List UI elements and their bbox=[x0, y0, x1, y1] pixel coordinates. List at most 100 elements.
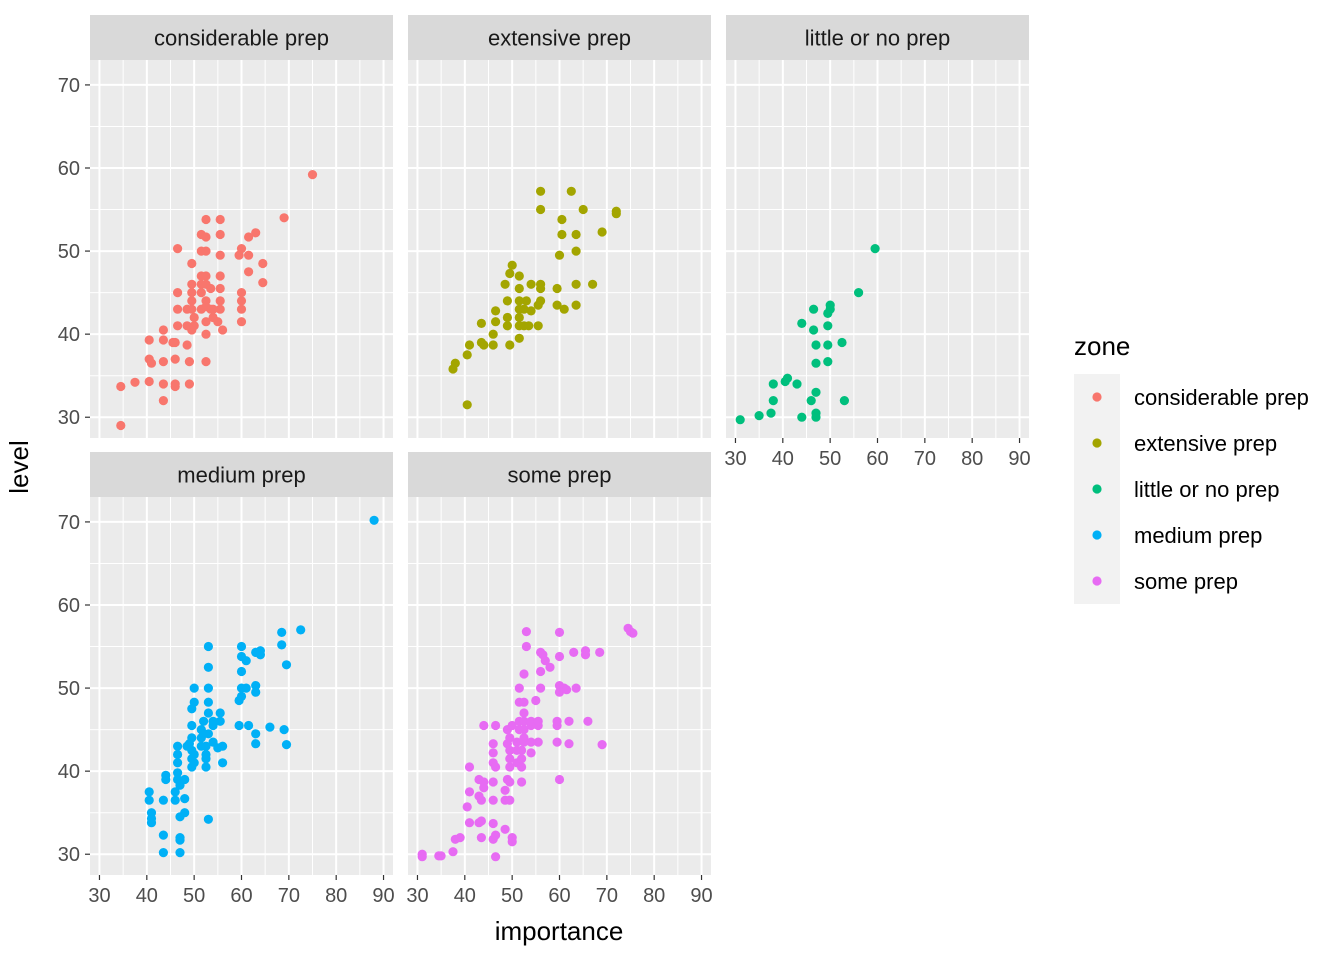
y-axis-title: level bbox=[4, 440, 34, 493]
y-tick-label: 30 bbox=[58, 844, 80, 866]
data-point bbox=[491, 317, 501, 327]
legend-title: zone bbox=[1074, 331, 1130, 361]
data-point bbox=[526, 306, 536, 316]
data-point bbox=[502, 296, 512, 306]
x-tick-label: 40 bbox=[454, 885, 476, 907]
data-point bbox=[189, 312, 199, 323]
data-point bbox=[277, 640, 287, 650]
data-point bbox=[536, 186, 546, 196]
data-point bbox=[116, 381, 126, 392]
data-point bbox=[236, 641, 247, 652]
data-point bbox=[571, 300, 581, 310]
data-point bbox=[158, 396, 168, 406]
data-point bbox=[479, 340, 489, 350]
data-point bbox=[251, 687, 261, 697]
data-point bbox=[203, 662, 213, 672]
data-point bbox=[241, 683, 251, 693]
data-point bbox=[201, 741, 211, 751]
data-point bbox=[571, 279, 581, 289]
data-point bbox=[201, 329, 211, 339]
data-point bbox=[564, 739, 574, 749]
x-axis-title: importance bbox=[495, 916, 624, 946]
legend: zone considerable prep extensive prep litt… bbox=[1074, 331, 1309, 604]
data-point bbox=[491, 720, 501, 731]
data-point bbox=[144, 335, 154, 345]
data-point bbox=[500, 824, 510, 834]
data-point bbox=[173, 749, 183, 760]
data-point bbox=[208, 304, 218, 314]
y-tick-label: 50 bbox=[58, 678, 80, 700]
data-point bbox=[754, 411, 764, 421]
data-point bbox=[811, 358, 821, 368]
data-point bbox=[580, 646, 591, 656]
data-point bbox=[488, 340, 498, 350]
data-point bbox=[519, 304, 529, 314]
data-point bbox=[203, 641, 213, 652]
facet-panel: considerable prep 30 40 50 60 70 bbox=[58, 15, 393, 438]
data-point bbox=[184, 357, 194, 367]
data-point bbox=[768, 379, 778, 389]
data-point bbox=[279, 213, 289, 223]
data-point bbox=[158, 830, 168, 840]
data-point bbox=[854, 288, 864, 298]
x-tick-label: 30 bbox=[724, 448, 746, 470]
legend-key bbox=[1092, 438, 1102, 448]
data-point bbox=[173, 741, 183, 751]
data-point bbox=[281, 660, 292, 670]
data-point bbox=[809, 325, 819, 335]
data-point bbox=[519, 669, 529, 679]
data-point bbox=[187, 720, 197, 731]
data-point bbox=[514, 283, 524, 294]
data-point bbox=[199, 716, 209, 726]
data-point bbox=[201, 246, 211, 256]
data-point bbox=[255, 646, 265, 656]
data-point bbox=[215, 271, 225, 281]
data-point bbox=[521, 296, 532, 306]
data-point bbox=[244, 267, 254, 277]
data-point bbox=[588, 279, 598, 289]
data-point bbox=[455, 833, 465, 843]
data-point bbox=[206, 283, 216, 294]
data-point bbox=[175, 835, 185, 845]
data-point bbox=[491, 306, 501, 316]
data-point bbox=[505, 762, 515, 772]
data-point bbox=[531, 695, 541, 706]
data-point bbox=[215, 296, 225, 306]
data-point bbox=[462, 350, 472, 360]
x-tick-label: 40 bbox=[136, 885, 158, 907]
data-point bbox=[201, 271, 211, 281]
data-point bbox=[144, 376, 154, 387]
y-tick-label: 30 bbox=[58, 407, 80, 429]
data-point bbox=[436, 851, 446, 861]
data-point bbox=[564, 716, 574, 726]
data-point bbox=[189, 749, 199, 760]
legend-item: little or no prep bbox=[1092, 477, 1280, 502]
data-point bbox=[208, 716, 218, 726]
x-tick-label: 30 bbox=[406, 885, 428, 907]
data-point bbox=[554, 774, 565, 785]
data-point bbox=[536, 279, 546, 289]
data-point bbox=[540, 656, 550, 666]
data-point bbox=[823, 321, 833, 331]
data-point bbox=[144, 787, 154, 797]
data-point bbox=[201, 214, 211, 225]
legend-label: considerable prep bbox=[1134, 385, 1309, 410]
data-point bbox=[526, 737, 536, 747]
data-point bbox=[464, 787, 475, 797]
data-point bbox=[173, 321, 183, 331]
data-point bbox=[491, 830, 501, 840]
x-tick-label: 80 bbox=[643, 885, 665, 907]
data-point bbox=[201, 232, 211, 242]
data-point bbox=[244, 250, 254, 260]
data-point bbox=[236, 304, 247, 314]
data-point bbox=[500, 785, 510, 795]
data-point bbox=[519, 725, 529, 735]
data-point bbox=[215, 214, 225, 225]
data-point bbox=[526, 748, 536, 758]
facet-strip-label: extensive prep bbox=[488, 26, 631, 51]
facet-panel: little or no prep 30 40 50 60 70 80 90 bbox=[724, 15, 1031, 470]
facet-strip bbox=[408, 452, 711, 497]
data-point bbox=[130, 377, 140, 387]
data-point bbox=[175, 848, 185, 858]
